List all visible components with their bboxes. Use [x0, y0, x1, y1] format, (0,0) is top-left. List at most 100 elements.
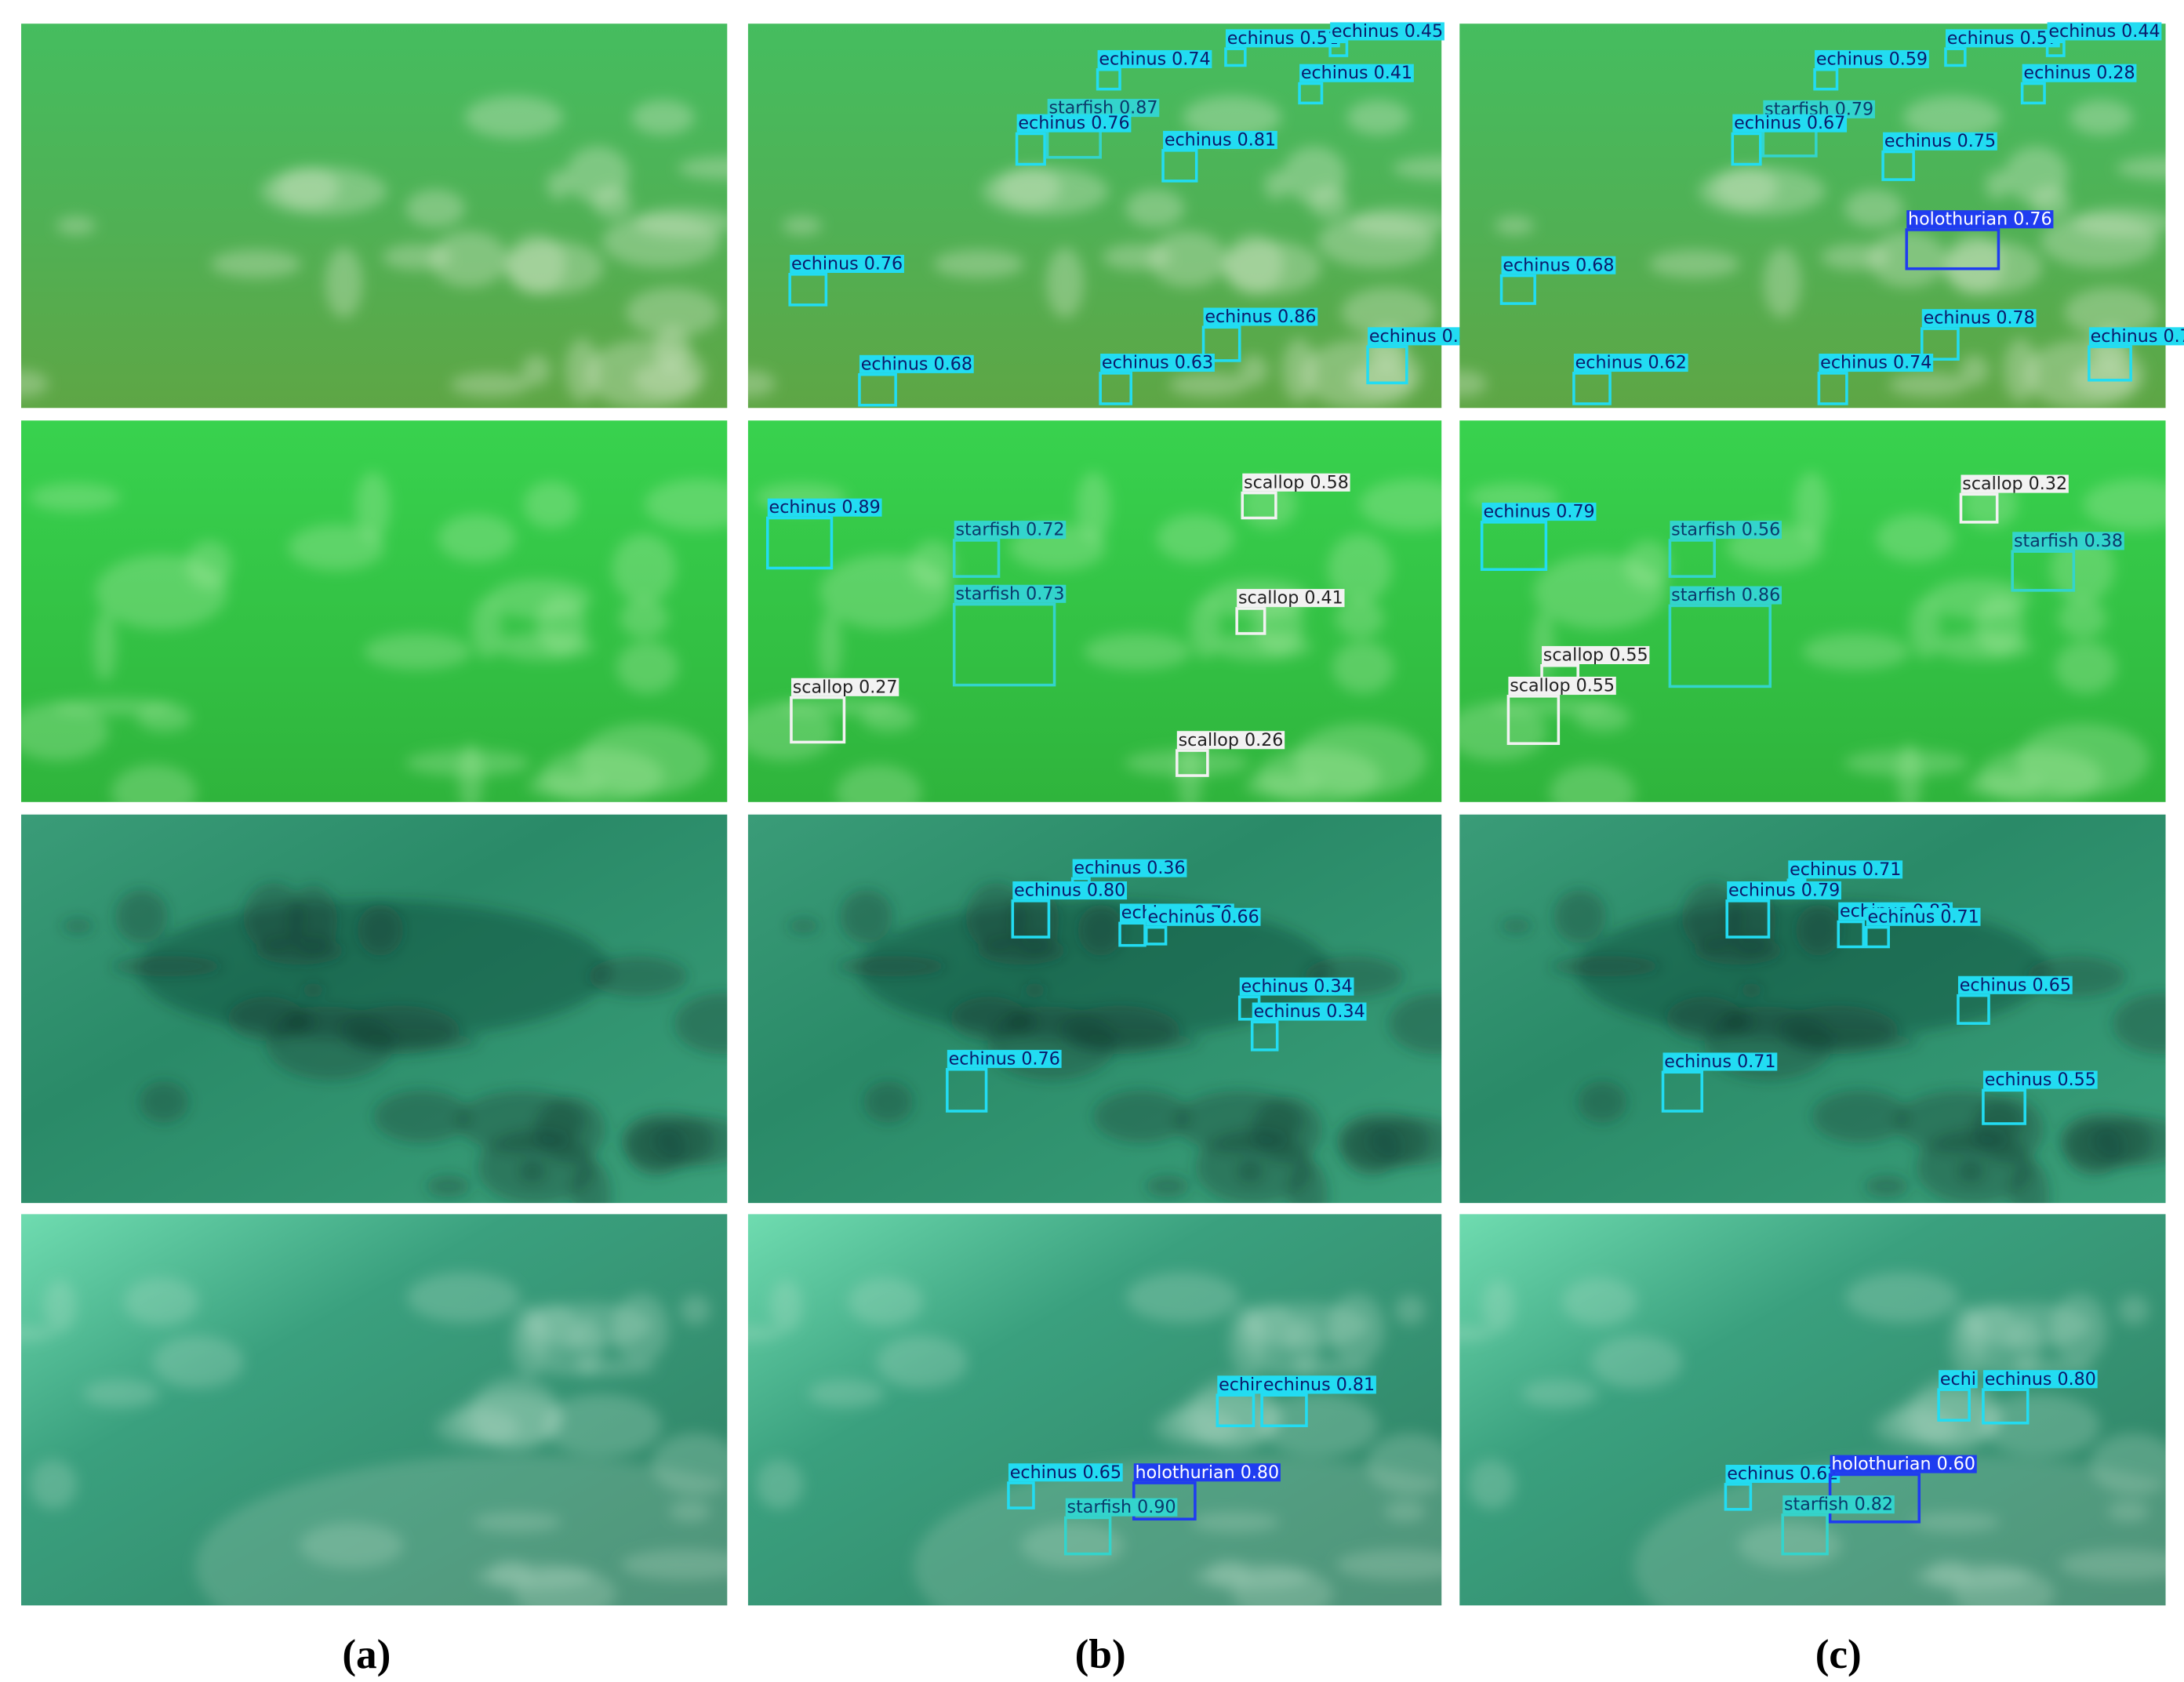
photo-panel: echinus 0.89 starfish 0.72 starfish 0.73 sc… [747, 420, 1442, 802]
bounding-box [1724, 1483, 1753, 1511]
rock [21, 703, 109, 761]
detection-label: echinus 0.45 [1332, 21, 1443, 42]
detection-label: echinus 0.65 [1960, 975, 2071, 995]
rock [426, 1175, 471, 1197]
rock [782, 216, 822, 235]
rock [1341, 1120, 1401, 1176]
detection-label: echinus 0.79 [1483, 502, 1594, 522]
rock [1979, 748, 2102, 802]
label-background [1237, 589, 1345, 608]
detection-label: echinus 0.59 [1816, 49, 1928, 69]
rock [405, 750, 530, 776]
rock [464, 96, 564, 139]
rock [430, 231, 509, 288]
detection-label: echinus 0.68 [861, 354, 972, 374]
label-background [1008, 1463, 1123, 1482]
bounding-box [1572, 372, 1612, 405]
rock [1459, 370, 1488, 398]
detection-label: echinus 0.57 [1947, 28, 2059, 49]
rock [504, 241, 604, 294]
rock [1985, 170, 2009, 200]
rock [543, 1394, 662, 1457]
rock [1394, 1295, 1426, 1325]
bounding-box [1731, 132, 1762, 166]
label-background [1883, 132, 1997, 151]
detection-label: echinus 0.80 [1014, 881, 1125, 901]
rock [1910, 597, 1941, 659]
rock [1577, 1081, 1627, 1124]
label-background [1815, 49, 1929, 69]
bounding-box [1982, 1088, 2026, 1125]
rock [1046, 247, 1085, 318]
label-background [1573, 354, 1688, 372]
bounding-box [1250, 1020, 1279, 1052]
rock [2083, 479, 2166, 530]
bounding-box [1864, 925, 1890, 949]
bounding-box [1235, 607, 1266, 635]
label-background [790, 678, 899, 696]
rock [43, 1280, 77, 1333]
detection-label: echinus 0.74 [1820, 353, 1931, 373]
rock [1239, 354, 1269, 386]
bounding-box [952, 602, 1056, 687]
rock [1289, 1317, 1320, 1375]
bounding-box [1144, 925, 1168, 946]
bounding-box [1944, 47, 1967, 67]
rock [861, 703, 917, 732]
detection-label: echinus 0.44 [2048, 21, 2160, 42]
photo-texture [62, 882, 728, 1204]
detection-label: echinus 0.78 [2091, 326, 2184, 347]
rock [1714, 167, 1778, 208]
rock [626, 287, 721, 337]
bounding-box [1837, 920, 1865, 949]
rock [998, 167, 1061, 208]
bounding-box [1813, 68, 1839, 91]
rock [1481, 1280, 1515, 1333]
rock [863, 1081, 914, 1124]
detection-label: echinus 0.76 [791, 253, 903, 274]
rock [1575, 900, 2050, 1040]
bounding-box [1661, 1070, 1704, 1113]
label-background [1921, 309, 2037, 328]
label-background [1782, 1495, 1895, 1514]
label-background [1146, 907, 1261, 926]
bounding-box [2020, 82, 2046, 105]
rock [755, 1459, 804, 1509]
rock [808, 1379, 885, 1408]
rock [1812, 1090, 1909, 1143]
label-background [1982, 1070, 2098, 1089]
label-background [1242, 473, 1350, 492]
rock [1633, 1455, 2166, 1606]
bounding-box [1260, 1393, 1308, 1428]
rock [1950, 1304, 1986, 1377]
rock [1927, 579, 2030, 619]
detection-label: starfish 0.90 [1067, 1497, 1176, 1517]
label-background [1732, 114, 1848, 133]
photo-panel: echinus 0.79 starfish 0.56 scallop 0.32 sta… [1459, 420, 2166, 802]
rock [1521, 1379, 1598, 1408]
bounding-box [1176, 749, 1209, 777]
bounding-box [952, 539, 1001, 578]
rock [93, 611, 116, 681]
rock [1793, 471, 1829, 543]
detection-label: holothurian 0.76 [1908, 209, 2052, 230]
label-background [1663, 1052, 1778, 1071]
bounding-box [1668, 539, 1716, 578]
rock [1844, 189, 1904, 227]
detection-label: echinus 0.79 [1728, 881, 1840, 901]
rock [1309, 186, 1349, 219]
detection-label: echinus 0.74 [1099, 49, 1210, 69]
rock [2011, 1317, 2041, 1375]
rock [1124, 750, 1249, 776]
rock [139, 1081, 189, 1124]
label-background [1830, 1455, 1977, 1473]
label-background [859, 354, 974, 373]
rock [288, 524, 385, 571]
bounding-box [858, 372, 897, 407]
rock [644, 479, 728, 530]
detection-label: starfish 0.38 [2014, 531, 2123, 551]
rock [521, 354, 551, 386]
rock [21, 1326, 56, 1342]
rock [678, 156, 728, 180]
